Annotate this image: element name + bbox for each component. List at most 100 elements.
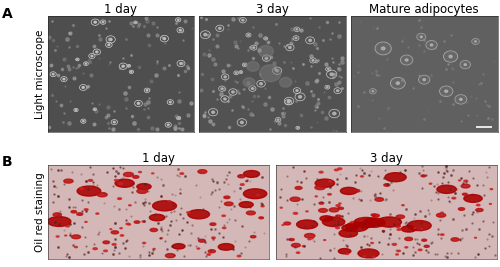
Circle shape <box>77 186 100 196</box>
Circle shape <box>358 249 379 258</box>
Circle shape <box>372 91 374 92</box>
Circle shape <box>476 204 480 206</box>
Circle shape <box>461 184 470 188</box>
Circle shape <box>284 222 290 225</box>
Circle shape <box>456 95 466 103</box>
Circle shape <box>178 19 179 21</box>
Circle shape <box>218 27 221 29</box>
Circle shape <box>232 91 234 93</box>
Circle shape <box>163 38 166 40</box>
Y-axis label: Oil red staining: Oil red staining <box>34 172 44 252</box>
Circle shape <box>210 223 216 225</box>
Circle shape <box>88 179 92 181</box>
Circle shape <box>142 221 145 222</box>
Circle shape <box>304 234 315 238</box>
Circle shape <box>250 235 256 238</box>
Circle shape <box>312 237 314 238</box>
Circle shape <box>371 242 374 244</box>
Circle shape <box>351 222 354 223</box>
Circle shape <box>360 176 364 177</box>
Circle shape <box>180 62 182 64</box>
Circle shape <box>295 37 297 39</box>
Circle shape <box>66 225 70 227</box>
Circle shape <box>472 39 478 44</box>
Circle shape <box>172 244 185 249</box>
Circle shape <box>354 190 360 192</box>
Circle shape <box>152 173 154 174</box>
Circle shape <box>451 238 459 241</box>
Circle shape <box>103 241 110 244</box>
Circle shape <box>261 206 264 207</box>
Circle shape <box>315 185 325 190</box>
Circle shape <box>328 69 329 70</box>
Circle shape <box>224 202 233 206</box>
Circle shape <box>126 223 130 225</box>
Circle shape <box>63 78 65 80</box>
Circle shape <box>278 119 279 120</box>
Circle shape <box>320 216 333 221</box>
Circle shape <box>405 237 412 241</box>
Circle shape <box>408 221 431 231</box>
Text: A: A <box>2 7 12 21</box>
Circle shape <box>180 173 184 174</box>
Circle shape <box>424 245 429 247</box>
Circle shape <box>370 89 376 93</box>
Circle shape <box>338 203 341 204</box>
Circle shape <box>239 202 253 208</box>
Circle shape <box>440 234 444 235</box>
Text: B: B <box>2 155 12 168</box>
Circle shape <box>392 78 404 88</box>
Circle shape <box>84 209 88 210</box>
Circle shape <box>382 47 385 50</box>
Circle shape <box>296 220 318 229</box>
Circle shape <box>354 217 378 228</box>
Circle shape <box>71 211 76 213</box>
Circle shape <box>236 72 237 73</box>
Circle shape <box>222 215 226 217</box>
Circle shape <box>130 71 132 72</box>
Circle shape <box>114 179 118 181</box>
Circle shape <box>406 59 408 61</box>
Circle shape <box>418 249 422 251</box>
Circle shape <box>461 61 469 68</box>
Circle shape <box>160 238 162 239</box>
Circle shape <box>122 65 124 67</box>
Circle shape <box>248 34 249 36</box>
Circle shape <box>142 242 146 244</box>
Circle shape <box>376 43 390 54</box>
Circle shape <box>180 29 182 31</box>
Circle shape <box>118 183 122 184</box>
Circle shape <box>53 213 62 217</box>
Circle shape <box>382 230 384 231</box>
Circle shape <box>400 216 403 217</box>
Circle shape <box>385 173 406 182</box>
Circle shape <box>420 76 429 83</box>
Circle shape <box>396 225 400 227</box>
Circle shape <box>238 175 245 178</box>
Circle shape <box>240 72 242 73</box>
Circle shape <box>240 121 244 124</box>
Circle shape <box>212 111 214 113</box>
Circle shape <box>114 121 116 123</box>
Circle shape <box>338 168 342 170</box>
Circle shape <box>80 188 85 190</box>
Circle shape <box>276 70 278 72</box>
Circle shape <box>436 213 446 217</box>
Circle shape <box>257 194 259 195</box>
Circle shape <box>56 236 59 237</box>
Circle shape <box>102 21 104 23</box>
Circle shape <box>338 207 344 209</box>
Circle shape <box>222 227 226 229</box>
Circle shape <box>318 209 328 212</box>
Circle shape <box>80 188 84 189</box>
Circle shape <box>265 57 268 59</box>
Circle shape <box>137 184 151 190</box>
Circle shape <box>339 229 357 237</box>
Circle shape <box>64 179 73 183</box>
Circle shape <box>112 244 116 245</box>
Circle shape <box>198 239 205 242</box>
Circle shape <box>464 180 468 182</box>
Title: Mature adipocytes: Mature adipocytes <box>370 3 479 16</box>
Circle shape <box>246 181 248 182</box>
Circle shape <box>420 229 422 230</box>
